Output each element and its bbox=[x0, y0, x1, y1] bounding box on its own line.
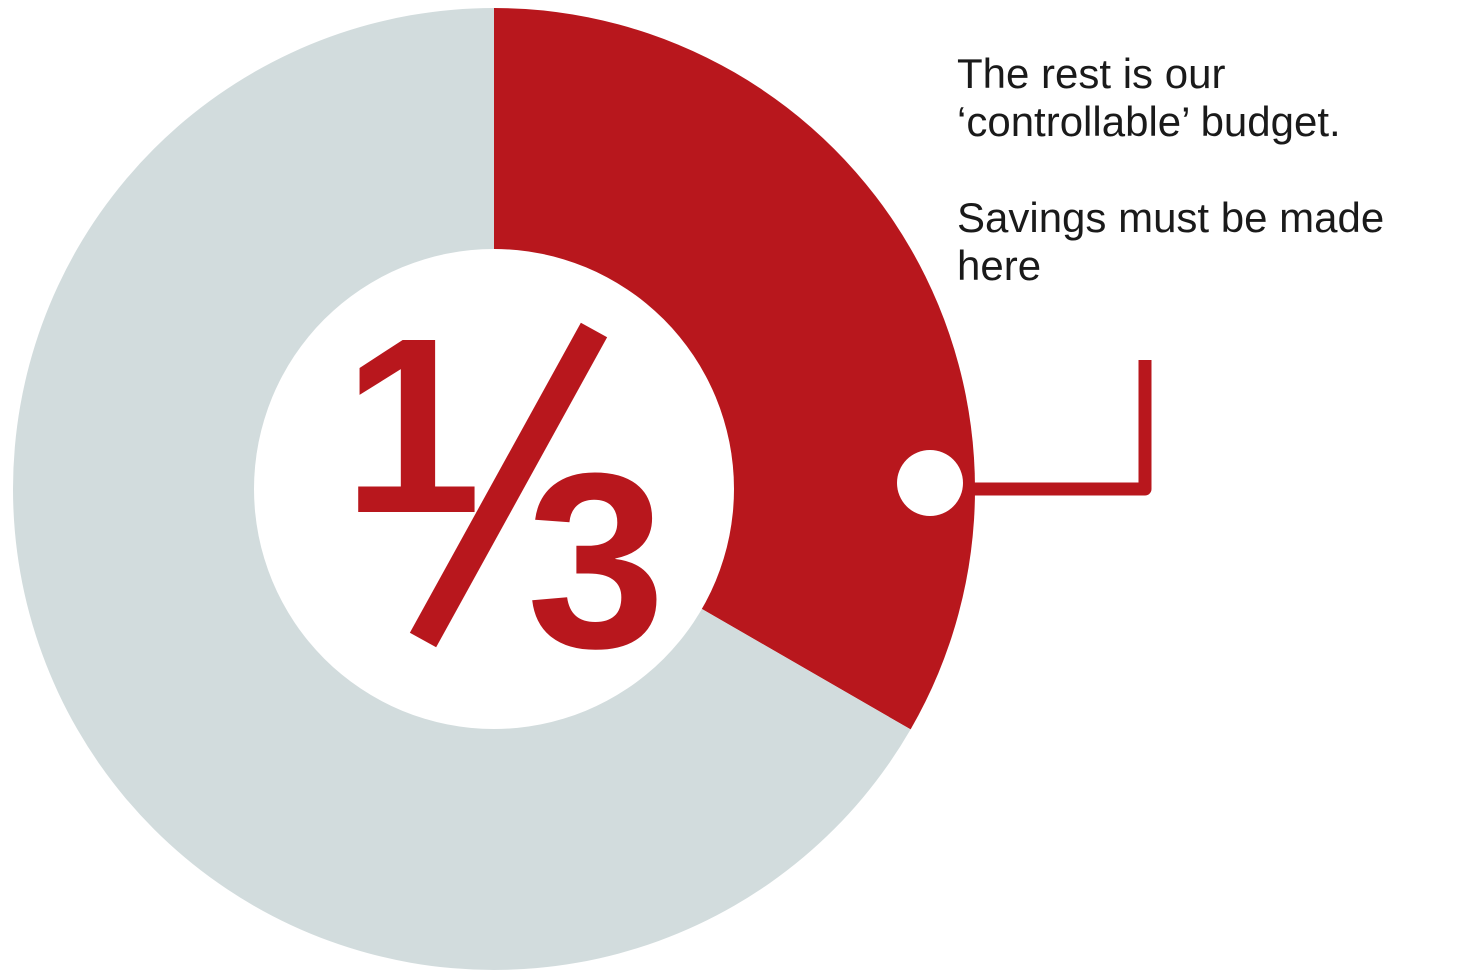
annotation-paragraph-1: The rest is our ‘controllable’ budget. bbox=[957, 50, 1452, 146]
annotation-text: The rest is our ‘controllable’ budget. S… bbox=[957, 50, 1452, 290]
annotation-line-2: ‘controllable’ budget. bbox=[957, 98, 1341, 145]
annotation-paragraph-2: Savings must be made here bbox=[957, 194, 1452, 290]
annotation-line-3: Savings must be made bbox=[957, 194, 1384, 241]
fraction-numerator: 1 bbox=[342, 286, 481, 565]
annotation-line-4: here bbox=[957, 242, 1041, 289]
fraction-denominator: 3 bbox=[526, 421, 665, 700]
annotation-line-1: The rest is our bbox=[957, 50, 1225, 97]
leader-dot bbox=[897, 450, 963, 516]
